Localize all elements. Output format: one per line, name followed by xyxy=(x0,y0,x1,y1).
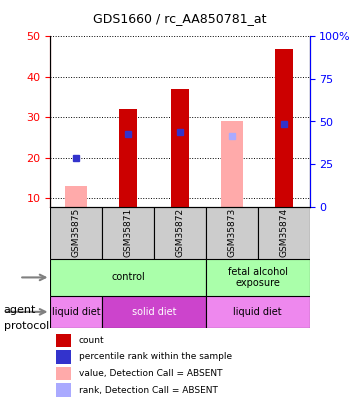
Text: GSM35874: GSM35874 xyxy=(279,208,288,258)
Text: liquid diet: liquid diet xyxy=(52,307,101,317)
Text: fetal alcohol
exposure: fetal alcohol exposure xyxy=(228,266,288,288)
Bar xyxy=(275,49,293,207)
Bar xyxy=(171,89,189,207)
Text: rank, Detection Call = ABSENT: rank, Detection Call = ABSENT xyxy=(79,386,218,394)
Bar xyxy=(50,296,102,328)
Text: liquid diet: liquid diet xyxy=(233,307,282,317)
Bar xyxy=(102,207,154,259)
Bar xyxy=(55,334,71,347)
Text: count: count xyxy=(79,336,104,345)
Bar xyxy=(55,383,71,397)
Text: solid diet: solid diet xyxy=(132,307,176,317)
Bar xyxy=(206,207,258,259)
Bar xyxy=(50,207,102,259)
Bar xyxy=(55,350,71,364)
Text: GDS1660 / rc_AA850781_at: GDS1660 / rc_AA850781_at xyxy=(93,12,267,25)
Text: control: control xyxy=(111,273,145,282)
Bar xyxy=(258,207,310,259)
Text: percentile rank within the sample: percentile rank within the sample xyxy=(79,352,232,362)
Text: agent: agent xyxy=(4,305,36,315)
Bar xyxy=(119,109,137,207)
Text: value, Detection Call = ABSENT: value, Detection Call = ABSENT xyxy=(79,369,222,378)
Text: GSM35872: GSM35872 xyxy=(176,208,185,258)
Bar xyxy=(221,122,243,207)
Bar xyxy=(154,207,206,259)
Bar xyxy=(206,296,310,328)
Text: GSM35875: GSM35875 xyxy=(72,208,81,258)
Bar xyxy=(55,367,71,380)
Text: protocol: protocol xyxy=(4,321,49,331)
Bar xyxy=(50,259,206,296)
Text: GSM35871: GSM35871 xyxy=(124,208,133,258)
Bar xyxy=(102,296,206,328)
Text: GSM35873: GSM35873 xyxy=(228,208,237,258)
Bar xyxy=(206,259,310,296)
Bar xyxy=(66,186,87,207)
